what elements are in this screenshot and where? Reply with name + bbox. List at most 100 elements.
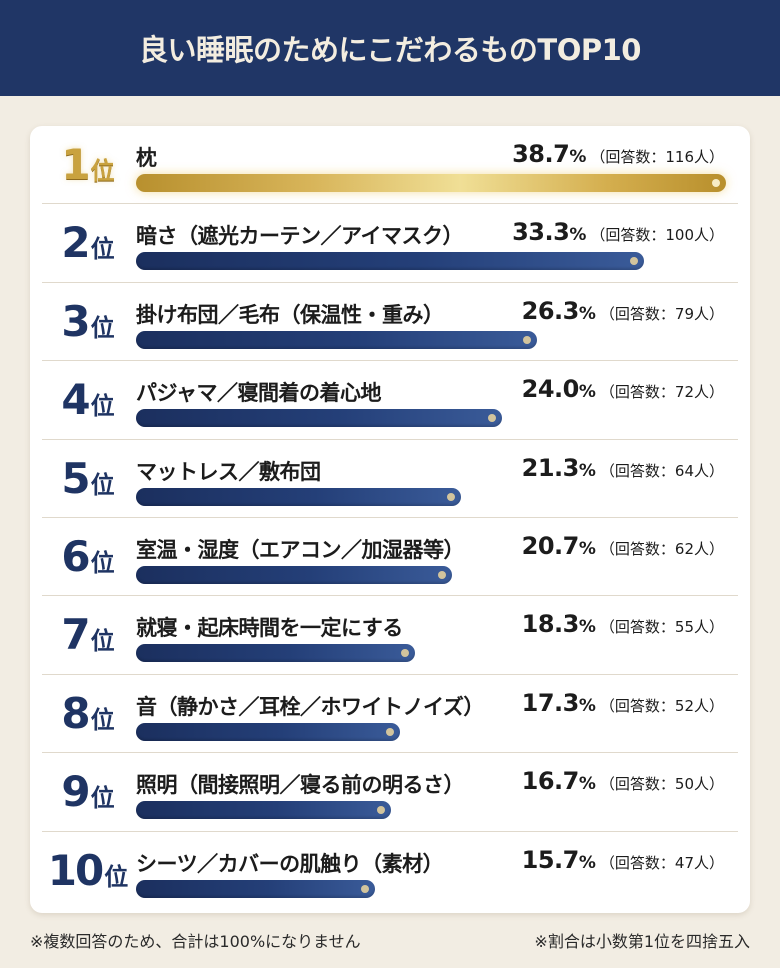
percentage-value: 18.3: [521, 610, 580, 639]
percentage-value: 38.7: [512, 140, 570, 168]
bar-end-dot-icon: [523, 335, 531, 344]
item-stat: 33.3% （回答数：100人）: [512, 218, 724, 246]
response-count: （回答数：64人）: [599, 461, 724, 480]
item-stat: 15.7% （回答数：47人）: [522, 846, 724, 874]
bar-end-dot-icon: [488, 414, 496, 423]
item-stat: 26.3% （回答数：79人）: [522, 297, 724, 325]
bar-end-dot-icon: [630, 257, 638, 266]
response-count: （回答数：62人）: [599, 540, 724, 558]
rank-suffix: 位: [90, 705, 115, 734]
item-label: 枕: [136, 146, 157, 170]
percentage-bar: [136, 487, 461, 506]
rank-number: 6: [61, 532, 90, 581]
ranking-row: 1位枕 38.7% （回答数：116人）: [42, 126, 738, 205]
percent-sign: %: [578, 852, 596, 873]
rank-number: 2: [61, 218, 90, 268]
ranking-row: 7位 就寝・起床時間を一定にする 18.3% （回答数：55人）: [42, 596, 738, 675]
rank-number: 8: [61, 688, 90, 738]
rank-suffix: 位: [90, 470, 115, 499]
ranking-row: 4位 パジャマ／寝間着の着心地 24.0% （回答数：72人）: [42, 361, 738, 440]
rank-badge: 6位: [42, 532, 134, 581]
percentage-value: 24.0: [521, 375, 580, 404]
response-count: （回答数：72人）: [599, 383, 724, 402]
ranking-row: 8位 音（静かさ／耳栓／ホワイトノイズ） 17.3% （回答数：52人）: [42, 675, 738, 754]
percentage-value: 15.7: [521, 845, 580, 874]
response-count: （回答数：116人）: [590, 148, 724, 166]
rank-number: 4: [61, 375, 90, 425]
response-count: （回答数：52人）: [599, 696, 724, 715]
rank-suffix: 位: [104, 862, 129, 891]
rank-suffix: 位: [90, 235, 115, 264]
rank-number: 7: [61, 610, 90, 660]
rank-suffix: 位: [90, 392, 115, 421]
item-stat: 38.7% （回答数：116人）: [512, 140, 724, 168]
item-label: マットレス／敷布団: [136, 459, 321, 484]
rank-number: 3: [61, 296, 90, 346]
rank-number: 9: [61, 767, 90, 817]
percent-sign: %: [578, 382, 596, 403]
item-label: 室温・湿度（エアコン／加湿器等）: [136, 538, 465, 562]
percentage-bar: [136, 409, 502, 428]
bar-end-dot-icon: [361, 884, 369, 893]
percent-sign: %: [569, 147, 587, 167]
ranking-chart-card: 1位枕 38.7% （回答数：116人） 2位 暗さ（遮光カーテン／アイマスク） 33.3…: [30, 126, 750, 913]
percentage-bar: [136, 330, 537, 349]
item-stat: 16.7% （回答数：50人）: [522, 767, 724, 795]
percentage-bar: [136, 566, 452, 584]
ranking-row: 3位 掛け布団／毛布（保温性・重み） 26.3% （回答数：79人）: [42, 283, 738, 362]
item-stat: 18.3% （回答数：55人）: [522, 610, 724, 638]
item-label: 暗さ（遮光カーテン／アイマスク）: [136, 224, 463, 249]
response-count: （回答数：100人）: [590, 226, 724, 245]
percentage-bar: [136, 252, 644, 271]
item-label: パジャマ／寝間着の着心地: [136, 381, 381, 406]
ranking-row: 5位 マットレス／敷布団 21.3% （回答数：64人）: [42, 440, 738, 518]
ranking-row: 6位 室温・湿度（エアコン／加湿器等） 20.7% （回答数：62人）: [42, 518, 738, 597]
rank-suffix: 位: [90, 549, 115, 577]
page-title: 良い睡眠のためにこだわるものTOP10: [139, 33, 641, 67]
rank-number: 5: [61, 453, 90, 503]
rank-suffix: 位: [90, 784, 115, 813]
response-count: （回答数：55人）: [599, 618, 724, 637]
item-label: 掛け布団／毛布（保温性・重み）: [136, 302, 444, 327]
rank-badge: 5位: [42, 454, 134, 503]
ranking-row: 10位 シーツ／カバーの肌触り（素材） 15.7% （回答数：47人）: [42, 832, 738, 910]
percentage-bar: [136, 879, 375, 898]
footnote-rounding: ※割合は小数第1位を四捨五入: [534, 932, 750, 951]
response-count: （回答数：79人）: [599, 304, 724, 323]
item-stat: 17.3% （回答数：52人）: [522, 689, 724, 717]
percentage-value: 26.3: [521, 296, 580, 325]
bar-end-dot-icon: [377, 806, 385, 815]
percent-sign: %: [578, 460, 596, 481]
bar-end-dot-icon: [438, 571, 446, 579]
header-banner: 良い睡眠のためにこだわるものTOP10: [0, 0, 780, 96]
rank-badge: 8位: [42, 689, 134, 738]
item-stat: 24.0% （回答数：72人）: [522, 375, 724, 403]
percentage-bar: [136, 801, 391, 820]
percent-sign: %: [578, 617, 596, 638]
percent-sign: %: [578, 695, 596, 716]
response-count: （回答数：50人）: [599, 775, 724, 794]
ranking-row: 2位 暗さ（遮光カーテン／アイマスク） 33.3% （回答数：100人）: [42, 204, 738, 283]
ranking-row: 9位 照明（間接照明／寝る前の明るさ） 16.7% （回答数：50人）: [42, 753, 738, 832]
item-label: シーツ／カバーの肌触り（素材）: [136, 851, 444, 876]
percentage-bar: [136, 644, 415, 663]
bar-end-dot-icon: [447, 492, 455, 501]
item-label: 照明（間接照明／寝る前の明るさ）: [136, 773, 465, 798]
item-stat: 20.7% （回答数：62人）: [522, 532, 724, 560]
rank-suffix: 位: [90, 313, 115, 342]
percent-sign: %: [578, 303, 596, 324]
rank-number: 10: [47, 845, 104, 895]
percent-sign: %: [578, 539, 596, 559]
percentage-value: 33.3: [512, 218, 570, 247]
rank-badge: 7位: [42, 610, 134, 659]
percent-sign: %: [578, 774, 596, 795]
bar-end-dot-icon: [386, 727, 394, 736]
percentage-value: 20.7: [521, 532, 580, 560]
rank-badge: 3位: [42, 297, 134, 346]
bar-end-dot-icon: [712, 179, 720, 187]
item-label: 就寝・起床時間を一定にする: [136, 616, 403, 641]
item-label: 音（静かさ／耳栓／ホワイトノイズ）: [136, 694, 484, 719]
rank-number: 1: [61, 140, 90, 189]
response-count: （回答数：47人）: [599, 853, 724, 872]
rank-badge: 9位: [42, 767, 134, 816]
